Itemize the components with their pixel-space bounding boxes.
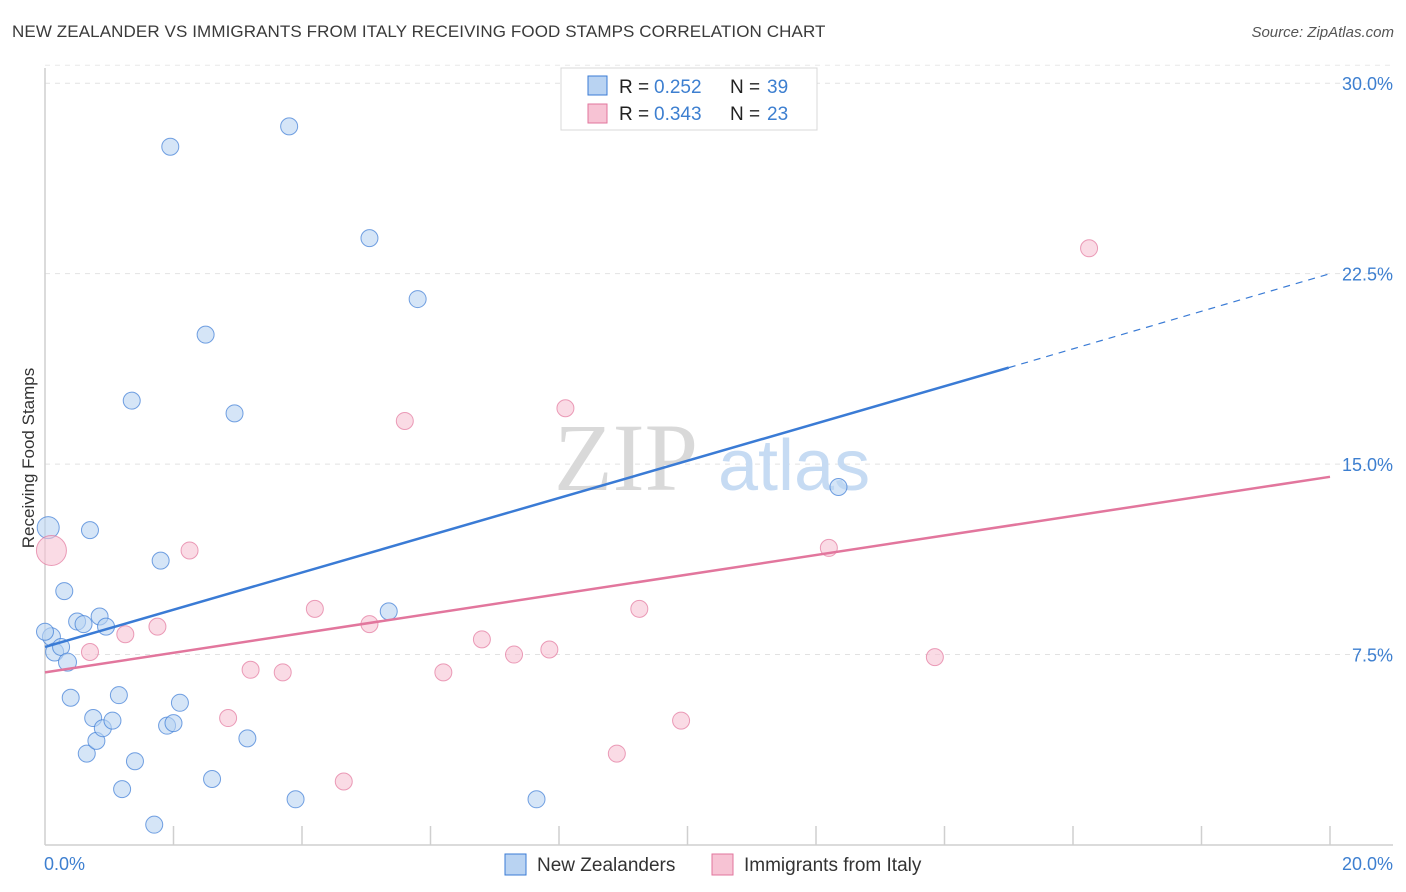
point-immigrants-italy (116, 625, 135, 644)
point-new-zealanders (74, 615, 93, 634)
y-tick-labels: 7.5% 15.0% 22.5% 30.0% (1342, 74, 1393, 665)
trend-line-new-zealanders (44, 366, 1010, 649)
point-immigrants-italy (472, 630, 491, 649)
point-immigrants-italy (630, 599, 649, 618)
stats-r-label-blue: R = (619, 77, 649, 98)
point-immigrants-italy (305, 599, 324, 618)
legend-swatch-immigrants-italy (711, 853, 734, 876)
point-new-zealanders (122, 391, 141, 410)
point-new-zealanders (286, 790, 305, 809)
chart-title: NEW ZEALANDER VS IMMIGRANTS FROM ITALY R… (12, 22, 826, 41)
point-immigrants-italy (540, 640, 559, 659)
point-new-zealanders (151, 551, 170, 570)
point-new-zealanders (164, 714, 183, 733)
stats-r-label-pink: R = (619, 104, 649, 125)
point-immigrants-italy (672, 711, 691, 730)
point-immigrants-italy (434, 663, 453, 682)
y-tick-label: 15.0% (1342, 455, 1393, 475)
point-new-zealanders (829, 477, 848, 496)
point-new-zealanders (203, 769, 222, 788)
bottom-legend: New Zealanders Immigrants from Italy (504, 853, 922, 876)
point-immigrants-italy (334, 772, 353, 791)
point-new-zealanders (113, 780, 132, 799)
point-new-zealanders (61, 688, 80, 707)
y-axis-label: Receiving Food Stamps (19, 368, 38, 548)
point-immigrants-italy (241, 660, 260, 679)
point-new-zealanders (280, 117, 299, 136)
point-immigrants-italy (607, 744, 626, 763)
stats-n-value-pink: 23 (767, 104, 788, 125)
y-tick-label: 30.0% (1342, 74, 1393, 94)
point-immigrants-italy (35, 534, 67, 566)
x-tick-label-min: 0.0% (44, 854, 85, 874)
point-new-zealanders (55, 582, 74, 601)
axes (44, 68, 1393, 846)
stats-r-value-pink: 0.343 (654, 104, 702, 125)
legend-label-immigrants-italy: Immigrants from Italy (744, 855, 922, 876)
point-new-zealanders (161, 137, 180, 156)
y-tick-label: 22.5% (1342, 265, 1393, 285)
point-new-zealanders (80, 521, 99, 540)
point-new-zealanders (360, 229, 379, 248)
trend-line-extension-new-zealanders (1008, 273, 1331, 369)
stats-r-value-blue: 0.252 (654, 77, 702, 98)
point-immigrants-italy (273, 663, 292, 682)
point-new-zealanders (527, 790, 546, 809)
point-new-zealanders (57, 652, 77, 672)
stats-n-value-blue: 39 (767, 77, 788, 98)
trend-line-immigrants-italy (44, 475, 1331, 674)
legend-label-new-zealanders: New Zealanders (537, 855, 675, 876)
point-new-zealanders (379, 602, 398, 621)
stats-swatch-blue (587, 75, 608, 96)
data-points (35, 117, 1099, 834)
point-new-zealanders (77, 744, 96, 763)
point-new-zealanders (109, 686, 128, 705)
point-new-zealanders (145, 815, 164, 834)
source-credit: Source: ZipAtlas.com (1251, 24, 1394, 41)
stats-n-label-pink: N = (730, 104, 760, 125)
point-new-zealanders (238, 729, 257, 748)
trend-lines (44, 273, 1331, 674)
watermark-zip: ZIP (554, 404, 698, 511)
watermark: ZIP atlas (554, 404, 870, 511)
stats-legend: R = 0.252 N = 39 R = 0.343 N = 23 (560, 67, 818, 131)
point-immigrants-italy (1080, 239, 1099, 258)
point-new-zealanders (196, 325, 215, 344)
y-tick-label: 7.5% (1352, 646, 1393, 666)
point-immigrants-italy (395, 411, 414, 430)
stats-swatch-pink (587, 103, 608, 124)
point-immigrants-italy (556, 399, 575, 418)
point-immigrants-italy (180, 541, 199, 560)
point-immigrants-italy (80, 643, 99, 662)
point-new-zealanders (103, 711, 122, 730)
x-ticks (172, 826, 1331, 845)
point-new-zealanders (125, 752, 144, 771)
point-immigrants-italy (505, 645, 524, 664)
point-immigrants-italy (925, 648, 944, 667)
grid-lines (45, 64, 1393, 656)
legend-swatch-new-zealanders (504, 853, 527, 876)
watermark-atlas: atlas (718, 426, 870, 506)
point-new-zealanders (408, 290, 427, 309)
point-immigrants-italy (219, 709, 238, 728)
point-new-zealanders (225, 404, 244, 423)
stats-n-label-blue: N = (730, 77, 760, 98)
point-immigrants-italy (148, 617, 167, 636)
point-new-zealanders (170, 693, 189, 712)
point-new-zealanders (36, 622, 54, 641)
x-tick-label-max: 20.0% (1342, 854, 1393, 874)
